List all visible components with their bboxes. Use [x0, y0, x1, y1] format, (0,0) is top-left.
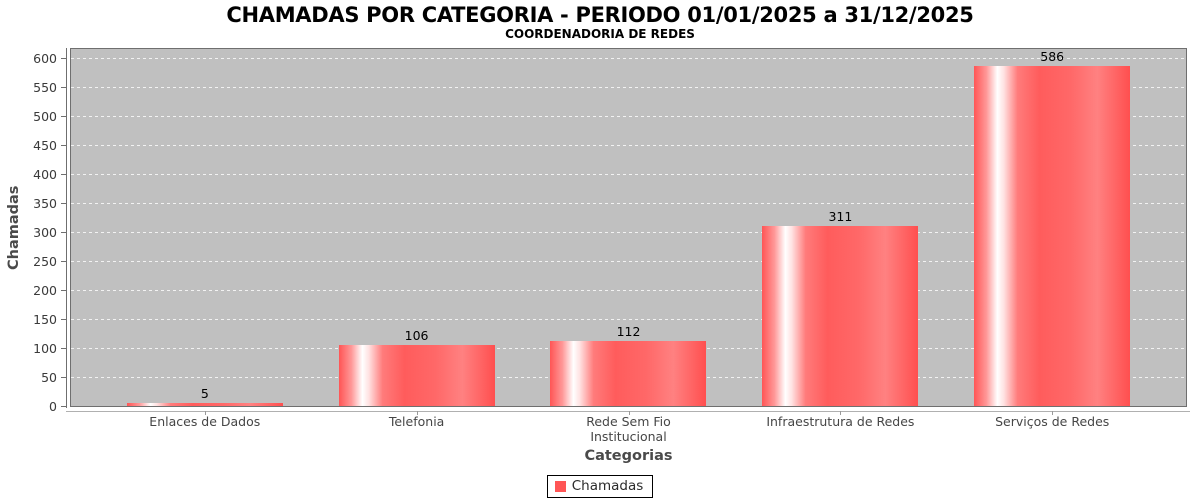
bar-value-label: 311 — [828, 208, 853, 224]
y-tick-mark — [61, 319, 66, 320]
legend: Chamadas — [0, 475, 1200, 498]
y-tick-mark — [61, 377, 66, 378]
x-category-label: Telefonia — [388, 414, 445, 429]
bar-value-label: 112 — [616, 324, 641, 339]
x-category-label: Rede Sem Fio Institucional — [586, 414, 671, 444]
bar — [550, 341, 707, 406]
y-tick-label: 250 — [33, 254, 57, 269]
y-tick-mark — [61, 232, 66, 233]
y-tick-label: 300 — [33, 225, 57, 240]
y-tick-mark — [61, 145, 66, 146]
plot-area: 5 106 112 311 586 — [70, 48, 1187, 407]
x-axis-title: Categorias — [584, 448, 673, 464]
y-tick-label: 600 — [33, 51, 57, 66]
x-tick-mark — [417, 411, 418, 415]
x-tick-mark — [629, 411, 630, 415]
y-tick-mark — [61, 58, 66, 59]
legend-swatch-icon — [554, 480, 566, 492]
y-tick-mark — [61, 261, 66, 262]
y-tick-mark — [61, 174, 66, 175]
gridline — [71, 319, 1186, 320]
gridline — [71, 87, 1186, 88]
y-tick-mark — [61, 203, 66, 204]
chart-subtitle: COORDENADORIA DE REDES — [505, 27, 695, 41]
y-tick-label: 150 — [33, 312, 57, 327]
gridline — [71, 145, 1186, 146]
y-tick-mark — [61, 406, 66, 407]
y-tick-label: 550 — [33, 80, 57, 95]
gridline — [71, 261, 1186, 262]
y-tick-label: 100 — [33, 341, 57, 356]
y-tick-mark — [61, 348, 66, 349]
x-tick-mark — [1052, 411, 1053, 415]
x-category-label: Enlaces de Dados — [149, 414, 261, 429]
y-tick-label: 50 — [41, 370, 57, 385]
y-tick-label: 450 — [33, 138, 57, 153]
gridline — [71, 203, 1186, 204]
y-tick-label: 350 — [33, 196, 57, 211]
y-tick-mark — [61, 87, 66, 88]
chart-title: CHAMADAS POR CATEGORIA - PERIODO 01/01/2… — [226, 3, 974, 27]
gridline — [71, 232, 1186, 233]
x-tick-mark — [840, 411, 841, 415]
gridline — [71, 174, 1186, 175]
x-tick-mark — [205, 411, 206, 415]
bar — [762, 225, 919, 406]
bar-value-label: 5 — [200, 386, 209, 402]
y-tick-label: 500 — [33, 109, 57, 124]
bar — [974, 66, 1131, 406]
legend-box: Chamadas — [546, 475, 654, 498]
y-tick-mark — [61, 116, 66, 117]
legend-label: Chamadas — [571, 478, 644, 494]
y-tick-label: 0 — [49, 399, 57, 414]
bar-value-label: 106 — [404, 327, 429, 343]
gridline — [71, 116, 1186, 117]
gridline — [71, 58, 1186, 59]
bar — [338, 344, 495, 406]
bar-value-label: 586 — [1040, 49, 1065, 65]
y-tick-mark — [61, 290, 66, 291]
y-tick-label: 400 — [33, 167, 57, 182]
y-tick-label: 200 — [33, 283, 57, 298]
x-category-label: Serviços de Redes — [995, 414, 1110, 429]
x-axis-line — [66, 411, 1190, 412]
gridline — [71, 290, 1186, 291]
bar — [126, 403, 283, 406]
x-category-label: Infraestrutura de Redes — [766, 414, 915, 429]
y-axis-line — [66, 48, 67, 408]
